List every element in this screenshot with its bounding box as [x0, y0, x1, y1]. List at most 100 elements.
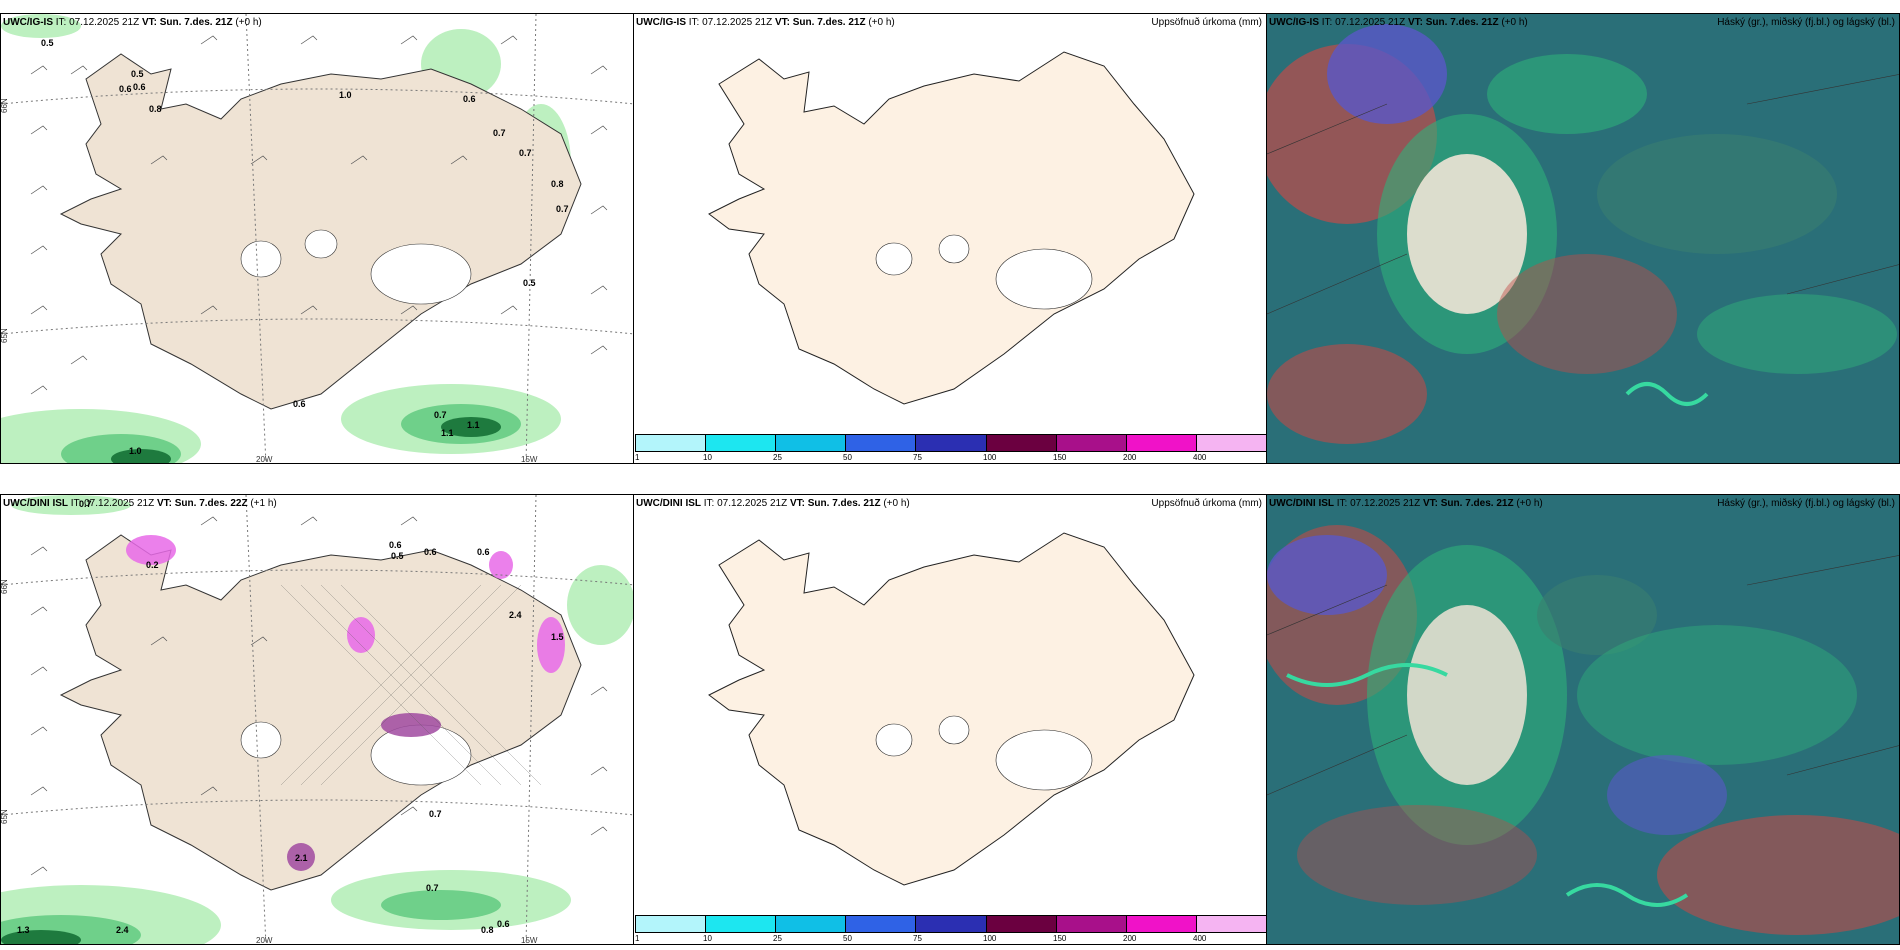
lon-label-15: 15W	[521, 455, 538, 464]
precip-value: 0.5	[523, 278, 536, 288]
panel-header: UWC/DINI ISL IT: 07.12.2025 21Z VT: Sun.…	[636, 498, 910, 509]
precip-value: 0.6	[463, 94, 476, 104]
precip-value: 0.7	[556, 204, 569, 214]
accumulated-precip-map-top-canvas	[634, 14, 1266, 463]
colorbar-label: 100	[983, 934, 997, 943]
lead-time: (+0 h)	[1516, 498, 1543, 509]
init-time: 07.12.2025 21Z	[717, 498, 788, 509]
colorbar-segment	[1126, 435, 1197, 451]
colorbar-label: 200	[1123, 453, 1137, 462]
precip-value: 0.6	[133, 82, 146, 92]
colorbar-label: 10	[703, 453, 712, 462]
colorbar-segment	[1196, 916, 1266, 932]
precip-value: 0.5	[131, 69, 144, 79]
precip-value: 0.6	[293, 399, 306, 409]
lat-label-65: 65N	[1, 328, 9, 343]
init-time: 07.12.2025 21Z	[69, 17, 140, 28]
precip-wind-map-top: 66N 65N 20W 15W 0.5 0.5 0.6 0.6 0.8 1.0 …	[0, 13, 634, 464]
colorbar-label: 25	[773, 453, 782, 462]
precip-value: 0.5	[391, 551, 404, 561]
panel-header: UWC/DINI ISL IT: 07.12.2025 21Z VT: Sun.…	[1269, 498, 1543, 509]
colorbar-label: 400	[1193, 934, 1207, 943]
colorbar-segment	[636, 916, 707, 932]
precip-value: 0.7	[434, 410, 447, 420]
wind-barbs	[30, 516, 608, 876]
colorbar-segment	[1126, 916, 1197, 932]
lead-time: (+1 h)	[250, 498, 277, 509]
cloud-cover-map-bottom: UWC/DINI ISL IT: 07.12.2025 21Z VT: Sun.…	[1266, 494, 1900, 945]
cloud-cover-map-top-canvas	[1267, 14, 1899, 463]
lead-time: (+0 h)	[1501, 17, 1528, 28]
accumulated-precip-map-top: UWC/IG-IS IT: 07.12.2025 21Z VT: Sun. 7.…	[633, 13, 1267, 464]
colorbar-label: 1	[635, 934, 640, 943]
precip-value: 1.3	[17, 925, 30, 935]
colorbar-segment	[986, 916, 1057, 932]
colorbar-segment	[636, 435, 707, 451]
panel-title: Uppsöfnuð úrkoma (mm)	[1151, 17, 1262, 28]
precip-value: 1.0	[339, 90, 352, 100]
precip-value: 0.7	[493, 128, 506, 138]
panel-header: UWC/IG-IS IT: 07.12.2025 21Z VT: Sun. 7.…	[1269, 17, 1528, 28]
colorbar-segment	[776, 916, 847, 932]
panel-header: UWC/IG-IS IT: 07.12.2025 21Z VT: Sun. 7.…	[3, 17, 262, 28]
precip-value: 0.6	[424, 547, 437, 557]
lon-label-20: 20W	[256, 936, 273, 945]
precip-value: 0.7	[79, 499, 92, 509]
precip-value: 0.2	[146, 560, 159, 570]
init-time: 07.12.2025 21Z	[702, 17, 773, 28]
colorbar-segment	[1056, 916, 1127, 932]
precip-value: 0.6	[497, 919, 510, 929]
accumulated-precip-map-bottom: UWC/DINI ISL IT: 07.12.2025 21Z VT: Sun.…	[633, 494, 1267, 945]
precip-value: 0.8	[481, 925, 494, 935]
panel-title: Uppsöfnuð úrkoma (mm)	[1151, 498, 1262, 509]
colorbar-segment	[916, 916, 987, 932]
colorbar-labels: 1 10 25 50 75 100 150 200 400	[635, 453, 1266, 463]
colorbar-segment	[706, 916, 777, 932]
model-name: UWC/IG-IS	[636, 17, 686, 28]
colorbar-segment	[916, 435, 987, 451]
model-name: UWC/IG-IS	[3, 17, 53, 28]
colorbar-label: 400	[1193, 453, 1207, 462]
colorbar-labels: 1 10 25 50 75 100 150 200 400	[635, 934, 1266, 944]
panel-header: UWC/DINI ISL IT: 07.12.2025 21Z VT: Sun.…	[3, 498, 277, 509]
precip-wind-map-bottom: 66N 65N 20W 15W 0.7 0.6 0.5 0.6 0.6 0.7 …	[0, 494, 634, 945]
lead-time: (+0 h)	[883, 498, 910, 509]
colorbar-segment	[1196, 435, 1266, 451]
cloud-cover-map-top: UWC/IG-IS IT: 07.12.2025 21Z VT: Sun. 7.…	[1266, 13, 1900, 464]
colorbar-segment	[846, 916, 917, 932]
colorbar-label: 100	[983, 453, 997, 462]
lead-time: (+0 h)	[868, 17, 895, 28]
colorbar-label: 150	[1053, 934, 1067, 943]
precip-value: 0.7	[426, 883, 439, 893]
init-time: 07.12.2025 21Z	[1335, 17, 1406, 28]
colorbar-label: 25	[773, 934, 782, 943]
lat-label-66: 66N	[1, 98, 9, 113]
lon-label-20: 20W	[256, 455, 273, 464]
lead-time: (+0 h)	[235, 17, 262, 28]
hatch-pattern	[280, 584, 542, 786]
precip-value: 1.5	[551, 632, 564, 642]
lon-label-15: 15W	[521, 936, 538, 945]
precip-value: 2.4	[509, 610, 522, 620]
colorbar-segment	[776, 435, 847, 451]
valid-time: Sun. 7.des. 21Z	[1425, 17, 1499, 28]
colorbar-label: 150	[1053, 453, 1067, 462]
precip-colorbar	[635, 434, 1266, 452]
precip-colorbar	[635, 915, 1266, 933]
colorbar-segment	[986, 435, 1057, 451]
precip-value: 1.1	[467, 420, 480, 430]
precip-value: 1.0	[129, 446, 142, 456]
precip-value: 0.7	[519, 148, 532, 158]
colorbar-label: 50	[843, 934, 852, 943]
precip-value: 0.6	[119, 84, 132, 94]
precip-wind-map-bottom-canvas: 66N 65N 20W 15W 0.7 0.6 0.5 0.6 0.6 0.7 …	[1, 495, 633, 945]
precip-value: 0.7	[429, 809, 442, 819]
colorbar-label: 75	[913, 934, 922, 943]
precip-value: 0.6	[389, 540, 402, 550]
colorbar-segment	[706, 435, 777, 451]
init-time: 07.12.2025 21Z	[84, 498, 155, 509]
cloud-cover-map-bottom-canvas	[1267, 495, 1899, 944]
valid-time: Sun. 7.des. 21Z	[792, 17, 866, 28]
lat-label-66: 66N	[1, 579, 9, 594]
colorbar-label: 1	[635, 453, 640, 462]
